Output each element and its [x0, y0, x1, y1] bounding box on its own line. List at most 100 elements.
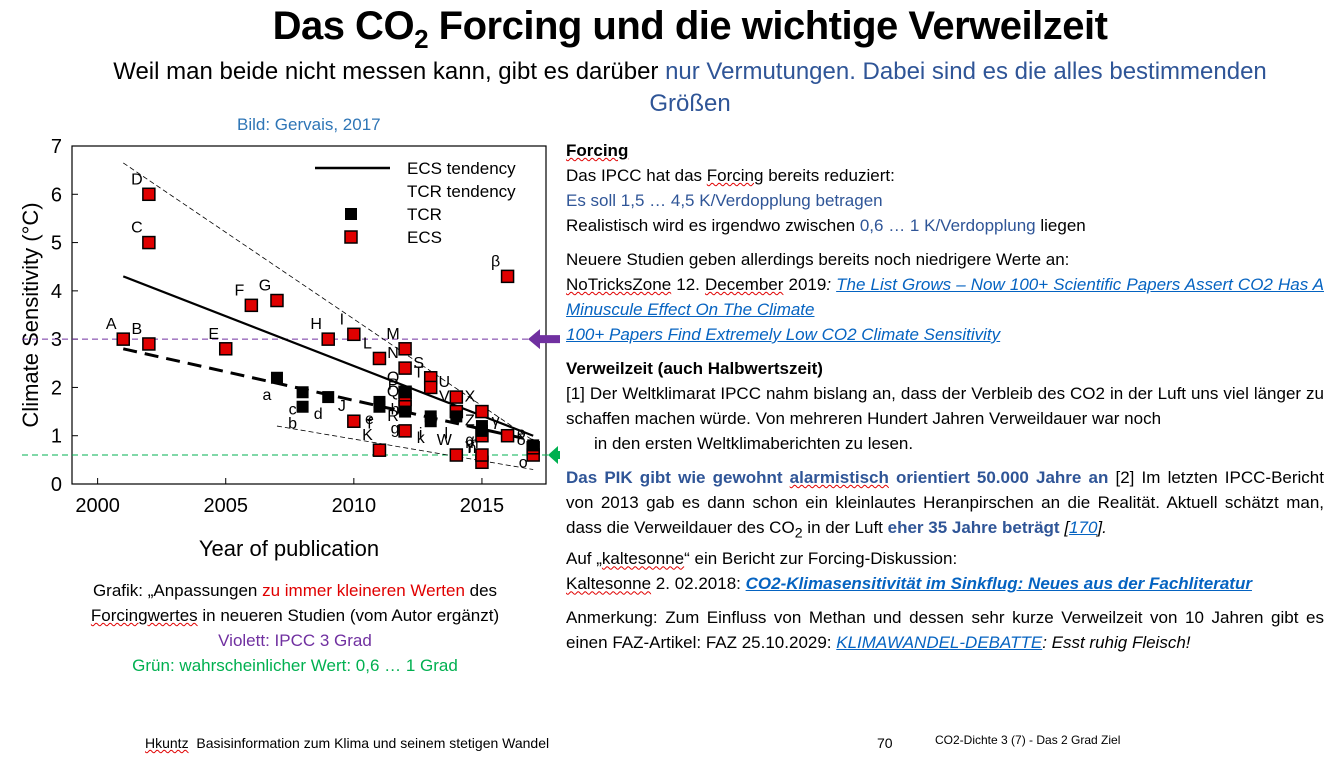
tcr-point-label: o [519, 454, 528, 471]
ref-170-link[interactable]: 170 [1069, 518, 1098, 537]
footer-left: Hkuntz Basisinformation zum Klima und se… [145, 735, 550, 751]
y-tick-label: 3 [51, 329, 62, 351]
ecs-point [475, 448, 489, 462]
ecs-point [423, 380, 438, 395]
ecs-point-label: J [338, 398, 346, 415]
legend-tcr-swatch [345, 208, 357, 220]
tcr-point-label: c [289, 401, 297, 418]
ecs-point-label: A [106, 316, 117, 333]
ecs-point-label: K [362, 427, 373, 444]
y-tick-label: 6 [51, 184, 62, 206]
ecs-point [475, 404, 489, 419]
tcr-point [475, 424, 488, 437]
tcr-point-label: n [467, 440, 476, 457]
verweilzeit-heading: Verweilzeit (auch Halbwertszeit) [566, 359, 823, 378]
slide-subtitle: Weil man beide nicht messen kann, gibt e… [113, 58, 1267, 117]
tcr-point [270, 371, 283, 384]
ecs-point [398, 361, 412, 375]
x-tick-label: 2000 [75, 495, 120, 517]
ecs-point-label: δ [517, 432, 526, 449]
ecs-point [500, 428, 515, 443]
ecs-point [142, 337, 156, 351]
notrickszone-link[interactable]: The List Grows – Now 100+ Scientific Pap… [566, 275, 1324, 319]
ecs-point-label: D [131, 171, 143, 188]
tcr-point-label: f [367, 416, 372, 433]
ecs-point-label: O [387, 369, 399, 386]
ecs-point-label: M [386, 326, 399, 343]
y-axis-label: Climate Sensitivity (°C) [18, 202, 43, 427]
ecs-point [372, 351, 387, 366]
ecs-point [347, 327, 361, 342]
x-axis-label: Year of publication [199, 536, 379, 561]
x-tick-label: 2010 [332, 495, 377, 517]
ecs-point-label: H [310, 316, 322, 333]
tcr-point [399, 405, 412, 418]
ecs-point-label: β [491, 253, 500, 270]
ecs-point-label: B [132, 321, 143, 338]
tcr-point [527, 439, 540, 452]
kaltesonne-link[interactable]: CO2-Klimasensitivität im Sinkflug: Neues… [745, 574, 1252, 594]
forcing-heading: Forcing [566, 141, 629, 160]
low-sensitivity-link[interactable]: 100+ Papers Find Extremely Low CO2 Clima… [566, 325, 1001, 344]
legend-ecs-tendency: ECS tendency [407, 159, 516, 178]
slide-title: Das CO2 Forcing und die wichtige Verweil… [272, 4, 1108, 54]
ecs-point [398, 342, 412, 356]
page-number: 70 [877, 735, 893, 751]
ecs-point-label: L [363, 335, 372, 352]
ecs-point-label: E [208, 326, 219, 343]
ecs-point-label: γ [492, 413, 500, 430]
ecs-point-label: U [439, 374, 451, 391]
legend-ecs-swatch [344, 230, 358, 244]
upper-envelope-line [123, 162, 534, 441]
ecs-point [321, 332, 335, 346]
tcr-point-label: d [314, 406, 323, 423]
ecs-point-label: S [413, 355, 424, 372]
tcr-point-label: h [391, 401, 400, 418]
ecs-point-label: G [259, 278, 271, 295]
y-tick-label: 5 [51, 233, 62, 255]
ecs-point-label: α [465, 432, 474, 449]
ecs-point [142, 235, 156, 250]
tcr-point [296, 386, 309, 399]
ecs-point [449, 390, 464, 404]
x-tick-label: 2015 [460, 495, 505, 517]
ecs-point-label: P [388, 377, 399, 394]
tcr-point-label: k [417, 430, 426, 447]
ecs-point-label: X [465, 389, 476, 406]
ecs-point [449, 448, 464, 462]
ecs-point [372, 443, 387, 457]
ecs-point [500, 269, 515, 284]
ecs-point-label: V [439, 389, 450, 406]
tcr-point-label: a [263, 387, 272, 404]
ecs-point-label: W [437, 432, 453, 449]
ecs-point-label: F [234, 282, 244, 299]
ecs-point [347, 414, 361, 428]
ecs-tendency-line [122, 275, 534, 437]
tcr-point [296, 400, 309, 413]
climate-sensitivity-chart: 0 1 2 3 4 5 6 7 2000 2005 2010 2015 Year of publicat… [18, 136, 560, 561]
ecs-point-label: Q [387, 384, 399, 401]
footer-right: CO2-Dichte 3 (7) - Das 2 Grad Ziel [935, 733, 1121, 747]
ecs-point [218, 342, 233, 356]
tcr-point-label: i [419, 425, 423, 442]
ecs-point [398, 424, 412, 438]
ecs-point-label: C [131, 220, 143, 237]
y-tick-label: 0 [51, 474, 62, 496]
tcr-point [322, 391, 335, 404]
y-tick-label: 2 [51, 377, 62, 399]
ecs-point-label: Y [465, 439, 476, 456]
y-tick-label: 7 [51, 136, 62, 158]
tcr-point [450, 410, 463, 423]
legend-tcr: TCR [407, 205, 442, 224]
y-tick-label: 1 [51, 426, 62, 448]
chart-caption: Grafik: „Anpassungen zu immer kleineren … [90, 581, 500, 675]
tcr-point [373, 400, 386, 413]
violet-arrow-icon [528, 329, 560, 350]
tcr-point [399, 386, 412, 399]
ecs-point-label: Z [465, 413, 475, 430]
faz-link[interactable]: KLIMAWANDEL-DEBATTE [836, 633, 1043, 653]
legend-tcr-tendency: TCR tendency [407, 182, 516, 201]
legend-ecs: ECS [407, 228, 442, 247]
tcr-point-label: m [465, 435, 478, 452]
text-column: Forcing Das IPCC hat das Forcing bereits… [566, 138, 1324, 655]
